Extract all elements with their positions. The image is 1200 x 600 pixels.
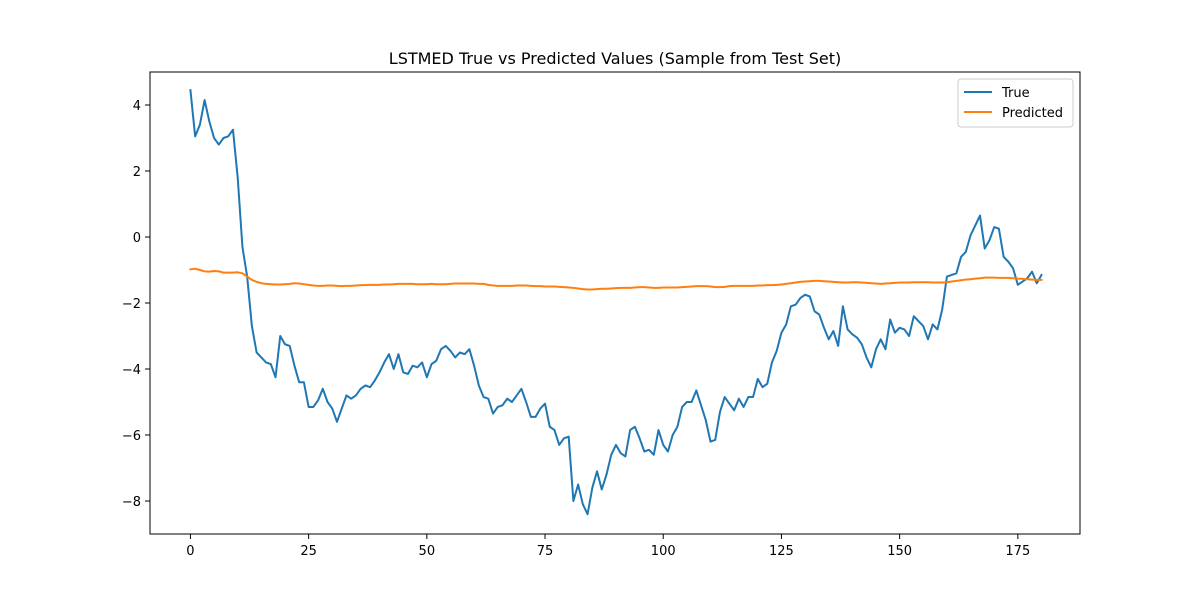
x-tick-label: 150	[887, 544, 912, 559]
plot-frame	[149, 71, 1081, 535]
x-tick-label: 75	[537, 544, 554, 559]
legend: True Predicted	[957, 78, 1074, 128]
y-tick-label: −6	[122, 429, 141, 444]
y-tick-label: −4	[122, 363, 141, 378]
x-tick-label: 100	[651, 544, 676, 559]
x-tick-label: 0	[186, 544, 194, 559]
y-tick-label: 4	[133, 99, 141, 114]
y-tick-label: −8	[122, 495, 141, 510]
axes-layer: 0 25 50 75 100 125 150 175 −8 −6 −4 −2 0 2 4	[122, 71, 1081, 559]
series-line-true	[189, 89, 1043, 516]
legend-label-predicted: Predicted	[1002, 106, 1063, 121]
y-tick-label: −2	[122, 297, 141, 312]
x-tick-label: 25	[300, 544, 317, 559]
series-line-predicted	[189, 267, 1043, 291]
x-tick-label: 50	[419, 544, 436, 559]
chart-title: LSTMED True vs Predicted Values (Sample …	[389, 49, 841, 68]
y-tick-label: 0	[133, 231, 141, 246]
x-tick-label: 125	[769, 544, 794, 559]
y-tick-label: 2	[133, 165, 141, 180]
legend-label-true: True	[1001, 86, 1030, 101]
x-tick-label: 175	[1005, 544, 1030, 559]
series-layer	[189, 89, 1043, 516]
